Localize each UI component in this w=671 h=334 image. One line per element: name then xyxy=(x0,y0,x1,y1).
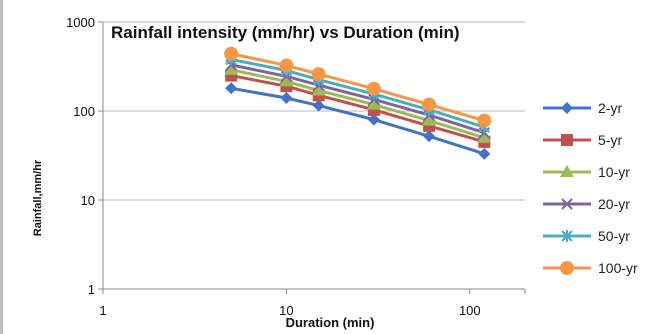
legend-marker-2-yr xyxy=(561,102,573,114)
legend-item-10-yr: 10-yr xyxy=(543,164,630,180)
legend-marker-50-yr xyxy=(561,230,573,242)
data-point-10-yr-5 xyxy=(224,62,239,75)
data-point-2-yr-30 xyxy=(367,113,380,126)
legend-item-100-yr: 100-yr xyxy=(543,260,638,276)
x-tick-label-10: 10 xyxy=(279,303,293,318)
y-tick-label-1: 1 xyxy=(88,282,95,297)
legend-label-50-yr: 50-yr xyxy=(598,228,630,244)
series-line-100-yr xyxy=(230,52,485,123)
series-line-2-yr xyxy=(230,86,485,156)
data-point-10-yr-10 xyxy=(279,74,294,87)
tick-labels: 1 10 100 1000 1 10 100 xyxy=(66,15,481,318)
legend-item-50-yr: 50-yr xyxy=(543,228,630,244)
legend-label-100-yr: 100-yr xyxy=(598,260,638,276)
series-line-5-yr xyxy=(230,74,485,144)
y-tick-label-1000: 1000 xyxy=(66,15,95,30)
y-tick-label-100: 100 xyxy=(73,104,95,119)
legend-marker-100-yr xyxy=(560,261,574,275)
legend-item-2-yr: 2-yr xyxy=(543,100,622,116)
series-line-10-yr xyxy=(230,68,485,140)
data-point-100-yr-15 xyxy=(311,67,326,82)
chart-svg: 1 10 100 1000 1 10 100 Rainfall intensity (mm/… xyxy=(32,15,638,330)
data-point-2-yr-60 xyxy=(423,130,436,143)
data-point-100-yr-60 xyxy=(422,97,437,112)
data-point-100-yr-120 xyxy=(477,113,492,128)
data-point-10-yr-60 xyxy=(422,113,437,126)
data-point-10-yr-30 xyxy=(366,97,381,110)
legend-marker-5-yr xyxy=(561,134,573,146)
series-10-yr xyxy=(224,62,492,143)
x-axis-title: Duration (min) xyxy=(286,315,375,330)
y-axis-title: Rainfall,mm/hr xyxy=(32,159,44,236)
legend-item-20-yr: 20-yr xyxy=(543,196,630,212)
series-100-yr xyxy=(224,46,492,128)
gridlines xyxy=(103,21,525,201)
data-point-2-yr-5 xyxy=(225,82,238,95)
x-tick-label-100: 100 xyxy=(459,303,481,318)
legend-marker-20-yr xyxy=(561,198,573,210)
data-point-100-yr-10 xyxy=(279,58,294,73)
data-point-2-yr-120 xyxy=(478,147,491,160)
series-5-yr xyxy=(225,69,491,148)
data-point-2-yr-15 xyxy=(312,99,325,112)
legend-item-5-yr: 5-yr xyxy=(543,132,622,148)
series-line-50-yr xyxy=(230,57,485,129)
series-layer xyxy=(224,46,492,160)
series-2-yr xyxy=(225,82,491,160)
data-point-10-yr-15 xyxy=(311,83,326,96)
y-tick-label-10: 10 xyxy=(81,193,95,208)
legend-label-5-yr: 5-yr xyxy=(598,132,622,148)
data-point-100-yr-30 xyxy=(366,81,381,96)
axes xyxy=(98,21,526,294)
chart-title: Rainfall intensity (mm/hr) vs Duration (… xyxy=(111,23,460,42)
legend-label-10-yr: 10-yr xyxy=(598,164,630,180)
data-point-10-yr-120 xyxy=(477,130,492,143)
legend-label-2-yr: 2-yr xyxy=(598,100,622,116)
legend: 2-yr 5-yr 10-yr 20-yr 50-yr 100-yr xyxy=(543,100,638,276)
data-point-2-yr-10 xyxy=(280,91,293,104)
x-tick-label-1: 1 xyxy=(99,303,106,318)
data-point-100-yr-5 xyxy=(224,46,239,61)
legend-marker-10-yr xyxy=(560,165,574,177)
series-line-20-yr xyxy=(230,63,485,135)
legend-label-20-yr: 20-yr xyxy=(598,196,630,212)
